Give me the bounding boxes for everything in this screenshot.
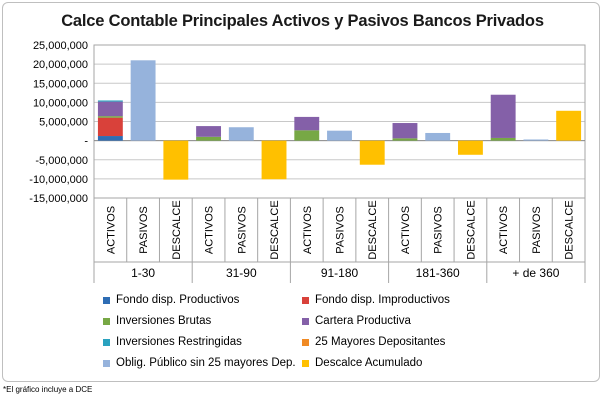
bar — [163, 140, 189, 180]
x-group-label: 181-360 — [416, 266, 460, 280]
plot-area — [93, 44, 586, 199]
bar — [97, 101, 123, 117]
bar — [490, 94, 516, 138]
y-tick-label: 15,000,000 — [33, 78, 88, 90]
legend-item: Fondo disp. Improductivos — [302, 294, 450, 306]
legend-label: Descalce Acumulado — [315, 357, 423, 369]
chart-frame — [2, 2, 600, 382]
legend-item: Descalce Acumulado — [302, 357, 422, 369]
legend-label: Fondo disp. Productivos — [116, 294, 240, 306]
legend-label: 25 Mayores Depositantes — [315, 336, 446, 348]
x-subcategory-label: PASIVOS — [433, 206, 445, 253]
legend-item: Oblig. Público sin 25 mayores Dep. — [103, 357, 296, 369]
y-tick-label: - — [84, 136, 88, 148]
bar — [196, 126, 222, 137]
bar — [359, 140, 385, 165]
y-tick-label: 25,000,000 — [33, 40, 88, 52]
bar — [97, 136, 123, 141]
y-tick-label: 5,000,000 — [39, 117, 88, 129]
legend-swatch — [103, 317, 110, 325]
y-tick-label: -5,000,000 — [35, 155, 88, 167]
bar — [457, 140, 483, 155]
bar — [294, 116, 320, 131]
bar — [556, 110, 582, 141]
legend-swatch — [302, 359, 309, 367]
bar — [294, 130, 320, 141]
x-subcategory-label: PASIVOS — [236, 206, 248, 253]
x-group-label: 1-30 — [131, 266, 155, 280]
bar — [97, 117, 123, 137]
x-subcategory-label: PASIVOS — [531, 206, 543, 253]
legend-label: Oblig. Público sin 25 mayores Dep. — [116, 357, 296, 369]
y-tick-label: 10,000,000 — [33, 97, 88, 109]
x-group-label: 91-180 — [321, 266, 359, 280]
bar — [392, 123, 418, 139]
bar — [523, 139, 549, 141]
bar — [425, 132, 451, 141]
legend-swatch — [103, 296, 110, 304]
footnote: *El gráfico incluye a DCE — [3, 385, 93, 394]
legend-label: Inversiones Restringidas — [116, 336, 242, 348]
bar — [327, 130, 352, 141]
bar — [97, 116, 123, 118]
x-subcategory-label: ACTIVOS — [400, 206, 412, 254]
legend-label: Inversiones Brutas — [116, 315, 212, 327]
legend-label: Fondo disp. Improductivos — [315, 294, 450, 306]
x-subcategory-label: PASIVOS — [335, 206, 347, 253]
chart-title: Calce Contable Principales Activos y Pas… — [61, 12, 544, 30]
legend-label: Cartera Productiva — [315, 315, 411, 327]
y-tick-label: -15,000,000 — [29, 193, 88, 205]
legend-item: Inversiones Brutas — [103, 315, 211, 327]
bar — [261, 140, 287, 180]
legend-swatch — [103, 338, 110, 346]
bar — [196, 136, 222, 141]
legend-item: Fondo disp. Productivos — [103, 294, 239, 306]
x-subcategory-label: DESCALCE — [269, 200, 281, 259]
legend-swatch — [302, 338, 309, 346]
legend-swatch — [302, 296, 309, 304]
bar — [130, 60, 156, 141]
bar — [490, 137, 516, 141]
x-subcategory-label: PASIVOS — [138, 206, 150, 253]
y-tick-label: 20,000,000 — [33, 59, 88, 71]
legend-item: 25 Mayores Depositantes — [302, 336, 445, 348]
legend-swatch — [302, 317, 309, 325]
x-subcategory-label: DESCALCE — [465, 200, 477, 259]
legend-item: Inversiones Restringidas — [103, 336, 242, 348]
x-subcategory-label: ACTIVOS — [204, 206, 216, 254]
x-subcategory-label: ACTIVOS — [105, 206, 117, 254]
x-subcategory-label: DESCALCE — [171, 200, 183, 259]
legend-swatch — [103, 359, 110, 367]
bar — [392, 138, 418, 141]
legend-item: Cartera Productiva — [302, 315, 411, 327]
x-subcategory-label: DESCALCE — [564, 200, 576, 259]
x-subcategory-label: ACTIVOS — [302, 206, 314, 254]
y-tick-label: -10,000,000 — [29, 174, 88, 186]
x-subcategory-label: DESCALCE — [367, 200, 379, 259]
x-subcategory-label: ACTIVOS — [498, 206, 510, 254]
bar — [97, 100, 123, 102]
x-group-label: 31-90 — [226, 266, 257, 280]
bar — [228, 127, 254, 141]
x-group-label: + de 360 — [512, 266, 559, 280]
